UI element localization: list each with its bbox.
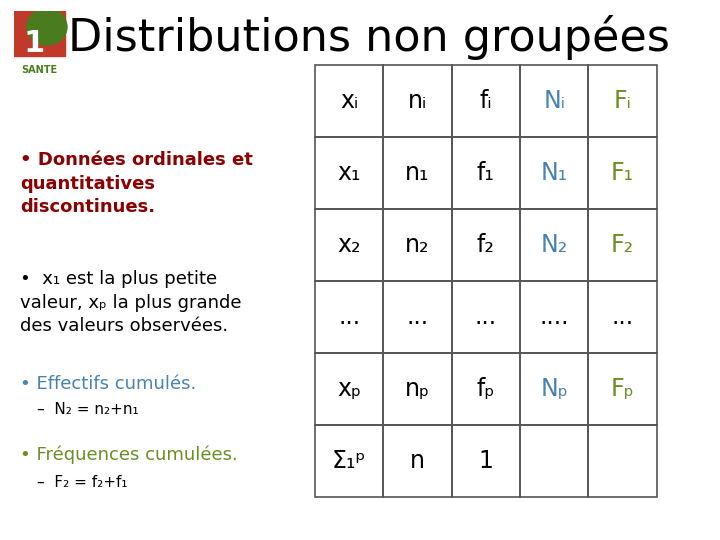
Text: n: n (410, 449, 425, 473)
Bar (588, 137, 657, 209)
Text: nᵢ: nᵢ (408, 89, 427, 113)
Text: •  x₁ est la plus petite
valeur, xₚ la plus grande
des valeurs observées.: • x₁ est la plus petite valeur, xₚ la pl… (20, 270, 242, 335)
Bar (520, 137, 588, 209)
Bar (588, 65, 657, 137)
Bar (588, 425, 657, 497)
Text: fᵢ: fᵢ (480, 89, 492, 113)
Text: ...: ... (474, 305, 497, 329)
Text: –  F₂ = f₂+f₁: – F₂ = f₂+f₁ (37, 475, 127, 490)
Bar (588, 353, 657, 425)
Text: fₚ: fₚ (477, 377, 495, 401)
Text: N₁: N₁ (541, 161, 568, 185)
Text: f₁: f₁ (477, 161, 495, 185)
Bar (383, 137, 451, 209)
Text: n₁: n₁ (405, 161, 430, 185)
Circle shape (27, 9, 67, 45)
Text: nₚ: nₚ (405, 377, 430, 401)
Bar (315, 209, 383, 281)
Bar (383, 281, 451, 353)
Text: Nᵢ: Nᵢ (543, 89, 565, 113)
Bar (383, 425, 451, 497)
Text: • Effectifs cumulés.: • Effectifs cumulés. (20, 375, 197, 393)
Bar (520, 209, 588, 281)
Text: xₚ: xₚ (337, 377, 361, 401)
Text: 1: 1 (24, 29, 45, 58)
Bar (315, 137, 383, 209)
Text: F₁: F₁ (611, 161, 634, 185)
Text: Distributions non groupées: Distributions non groupées (68, 15, 670, 60)
Text: • Fréquences cumulées.: • Fréquences cumulées. (20, 446, 238, 464)
Text: –  N₂ = n₂+n₁: – N₂ = n₂+n₁ (37, 402, 138, 417)
Bar (14, 11, 65, 56)
Bar (315, 425, 383, 497)
Bar (451, 425, 520, 497)
Text: ...: ... (407, 305, 428, 329)
Text: F₂: F₂ (611, 233, 634, 257)
Text: n₂: n₂ (405, 233, 430, 257)
Bar (451, 209, 520, 281)
Text: SANTE: SANTE (22, 65, 58, 76)
Bar (451, 353, 520, 425)
Bar (315, 65, 383, 137)
Text: Σ₁ᵖ: Σ₁ᵖ (332, 449, 366, 473)
Bar (383, 353, 451, 425)
Text: • Données ordinales et
quantitatives
discontinues.: • Données ordinales et quantitatives dis… (20, 151, 253, 217)
Text: 1: 1 (478, 449, 493, 473)
Bar (520, 425, 588, 497)
Text: xᵢ: xᵢ (340, 89, 359, 113)
Text: ...: ... (611, 305, 634, 329)
Bar (383, 209, 451, 281)
Bar (451, 65, 520, 137)
Text: Fₚ: Fₚ (611, 377, 634, 401)
Bar (383, 65, 451, 137)
Bar (451, 281, 520, 353)
Bar (588, 209, 657, 281)
Text: f₂: f₂ (477, 233, 495, 257)
Bar (520, 353, 588, 425)
Bar (520, 65, 588, 137)
Text: x₁: x₁ (338, 161, 361, 185)
Bar (315, 281, 383, 353)
Text: Fᵢ: Fᵢ (613, 89, 631, 113)
Text: ...: ... (338, 305, 360, 329)
Text: N₂: N₂ (541, 233, 568, 257)
Bar (451, 137, 520, 209)
Bar (315, 353, 383, 425)
Text: ....: .... (539, 305, 569, 329)
Bar (588, 281, 657, 353)
Text: Nₚ: Nₚ (540, 377, 568, 401)
Bar (520, 281, 588, 353)
Text: x₂: x₂ (338, 233, 361, 257)
